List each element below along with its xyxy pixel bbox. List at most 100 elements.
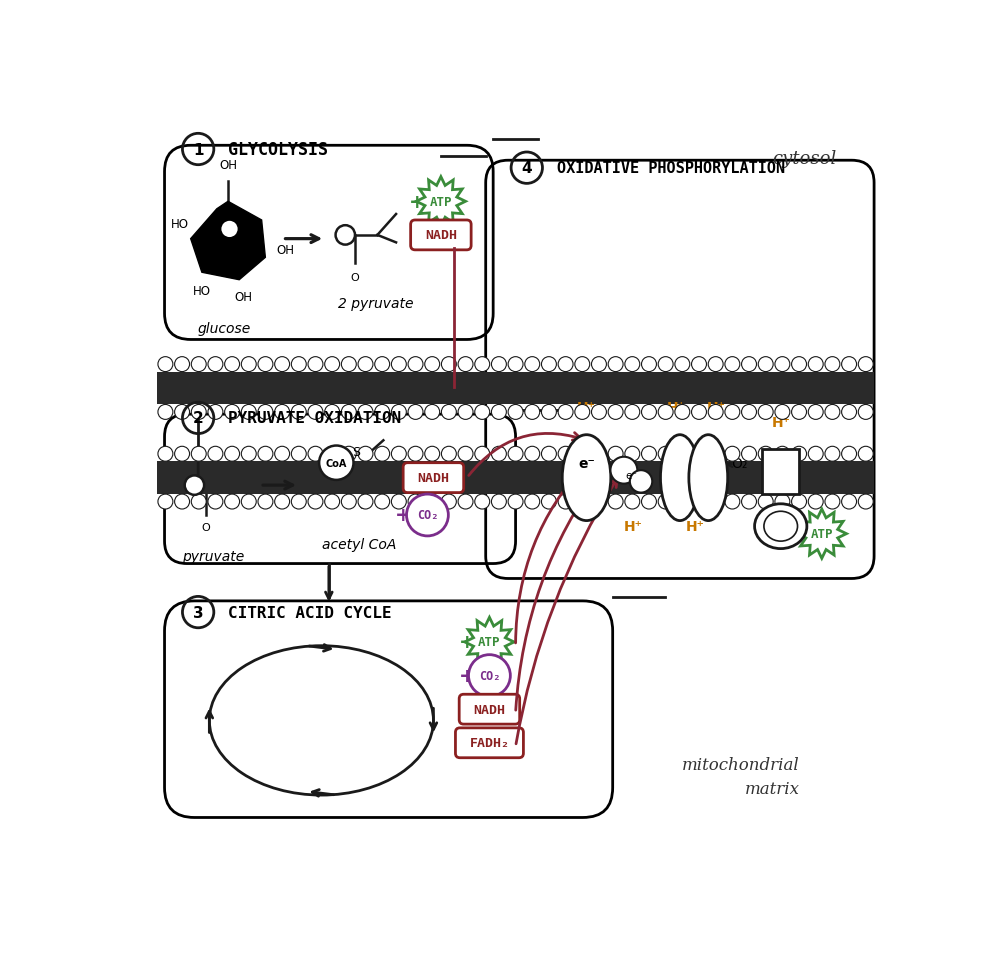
Text: O: O — [351, 273, 359, 283]
Text: CITRIC ACID CYCLE: CITRIC ACID CYCLE — [228, 605, 391, 620]
Text: OH: OH — [277, 244, 295, 257]
Bar — [157, 372, 874, 389]
Circle shape — [642, 358, 657, 372]
Circle shape — [275, 358, 290, 372]
Circle shape — [609, 358, 623, 372]
Circle shape — [792, 494, 807, 510]
Circle shape — [691, 358, 706, 372]
Text: H⁺: H⁺ — [706, 400, 725, 415]
Circle shape — [241, 405, 257, 420]
Circle shape — [508, 494, 523, 510]
Circle shape — [492, 405, 506, 420]
Text: NADH: NADH — [417, 472, 450, 484]
Circle shape — [374, 358, 389, 372]
Circle shape — [475, 358, 490, 372]
Text: glucose: glucose — [197, 322, 250, 335]
Ellipse shape — [689, 435, 727, 521]
Circle shape — [258, 447, 273, 462]
Circle shape — [842, 447, 856, 462]
Circle shape — [391, 494, 406, 510]
Circle shape — [759, 494, 774, 510]
Circle shape — [175, 405, 189, 420]
Bar — [157, 478, 874, 494]
FancyBboxPatch shape — [403, 463, 464, 493]
Circle shape — [775, 447, 790, 462]
Circle shape — [642, 447, 657, 462]
Circle shape — [759, 358, 774, 372]
Circle shape — [558, 358, 573, 372]
Circle shape — [308, 447, 323, 462]
Circle shape — [825, 358, 840, 372]
Circle shape — [224, 405, 239, 420]
Circle shape — [442, 405, 457, 420]
Text: FADH₂: FADH₂ — [470, 736, 509, 750]
Text: 1: 1 — [193, 142, 203, 157]
Text: +: + — [790, 524, 806, 544]
Circle shape — [374, 494, 389, 510]
Circle shape — [191, 447, 206, 462]
Text: O: O — [358, 501, 367, 511]
Circle shape — [574, 447, 590, 462]
Circle shape — [175, 447, 189, 462]
Circle shape — [825, 447, 840, 462]
Circle shape — [574, 358, 590, 372]
Circle shape — [725, 358, 739, 372]
Circle shape — [341, 358, 356, 372]
Circle shape — [292, 405, 306, 420]
Circle shape — [541, 358, 556, 372]
FancyArrowPatch shape — [516, 480, 617, 744]
Circle shape — [675, 358, 690, 372]
Circle shape — [224, 494, 239, 510]
Text: mitochondrial
matrix: mitochondrial matrix — [682, 757, 800, 797]
Circle shape — [408, 405, 423, 420]
Circle shape — [220, 221, 238, 238]
Circle shape — [691, 494, 706, 510]
Circle shape — [592, 358, 607, 372]
Circle shape — [224, 447, 239, 462]
Bar — [157, 389, 874, 405]
Circle shape — [625, 405, 640, 420]
Circle shape — [241, 447, 257, 462]
Circle shape — [775, 358, 790, 372]
Circle shape — [224, 358, 239, 372]
Circle shape — [408, 494, 423, 510]
Circle shape — [341, 447, 356, 462]
Circle shape — [775, 405, 790, 420]
Circle shape — [391, 447, 406, 462]
Text: HO: HO — [170, 218, 188, 231]
Circle shape — [708, 358, 723, 372]
Circle shape — [191, 358, 206, 372]
Circle shape — [574, 405, 590, 420]
Circle shape — [611, 457, 638, 484]
Ellipse shape — [661, 435, 699, 521]
Circle shape — [508, 447, 523, 462]
Circle shape — [458, 447, 473, 462]
Circle shape — [241, 494, 257, 510]
Text: CO₂: CO₂ — [479, 670, 500, 682]
Circle shape — [319, 446, 353, 481]
Text: OXIDATIVE PHOSPHORYLATION: OXIDATIVE PHOSPHORYLATION — [556, 161, 785, 176]
Circle shape — [475, 494, 490, 510]
Circle shape — [191, 494, 206, 510]
FancyBboxPatch shape — [456, 728, 523, 758]
Circle shape — [175, 358, 189, 372]
Text: O: O — [341, 231, 349, 240]
Text: +: + — [408, 226, 426, 245]
Circle shape — [191, 405, 206, 420]
Text: e⁻: e⁻ — [626, 471, 637, 481]
Circle shape — [258, 358, 273, 372]
Ellipse shape — [562, 435, 611, 521]
Circle shape — [625, 494, 640, 510]
Circle shape — [858, 494, 873, 510]
FancyArrowPatch shape — [516, 472, 602, 710]
Circle shape — [358, 447, 373, 462]
Circle shape — [558, 447, 573, 462]
Circle shape — [175, 494, 189, 510]
Circle shape — [275, 447, 290, 462]
Circle shape — [475, 447, 490, 462]
Circle shape — [808, 405, 823, 420]
Circle shape — [741, 358, 757, 372]
Circle shape — [642, 405, 657, 420]
Circle shape — [525, 405, 539, 420]
Circle shape — [469, 655, 510, 697]
